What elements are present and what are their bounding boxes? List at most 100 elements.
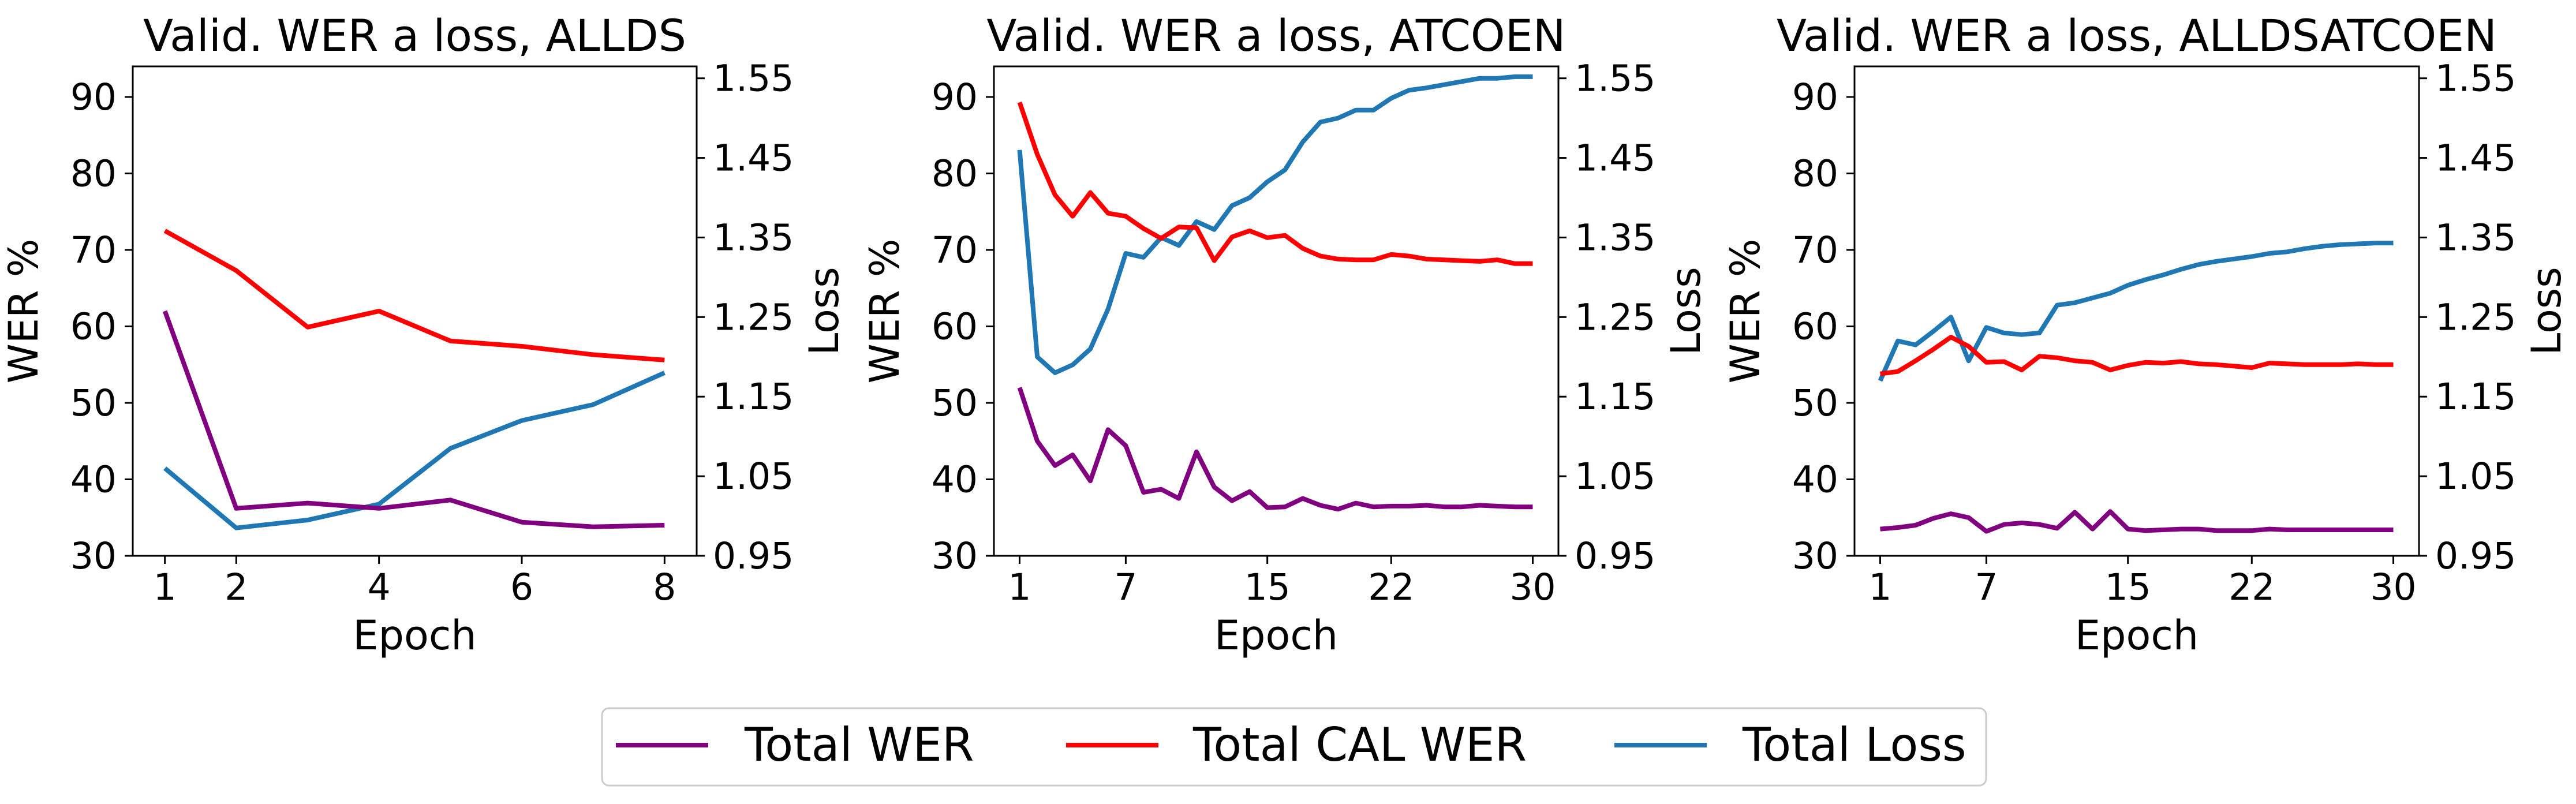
data-point bbox=[1933, 349, 1934, 350]
data-point bbox=[1461, 81, 1462, 82]
y2-tick-label: 1.55 bbox=[1575, 58, 1655, 100]
data-point bbox=[2216, 530, 2217, 531]
data-point bbox=[1267, 507, 1268, 508]
legend: Total WER Total CAL WER Total Loss bbox=[601, 707, 1987, 787]
data-point bbox=[164, 230, 165, 231]
series-line-total-cal-wer bbox=[1879, 335, 2394, 376]
data-point bbox=[1037, 154, 1038, 155]
y-tick-label: 60 bbox=[932, 306, 978, 348]
data-point bbox=[1019, 149, 1020, 150]
data-point bbox=[1320, 505, 1321, 506]
data-point bbox=[2322, 364, 2323, 365]
data-point bbox=[1968, 346, 1969, 347]
data-point bbox=[664, 525, 665, 526]
data-point bbox=[2039, 524, 2040, 525]
y2-tick-label: 1.25 bbox=[2435, 296, 2516, 338]
y-tick-label: 40 bbox=[932, 459, 978, 501]
data-point bbox=[1426, 505, 1427, 506]
data-point bbox=[2110, 293, 2111, 294]
series-line-total-wer bbox=[1017, 387, 1533, 512]
data-point bbox=[1019, 102, 1020, 103]
data-point bbox=[664, 372, 665, 373]
data-point bbox=[1444, 84, 1445, 85]
series-line-total-cal-wer bbox=[1017, 102, 1533, 266]
data-point bbox=[2375, 243, 2376, 244]
chart-panel-atcoen: Valid. WER a loss, ATCOEN 1 7 15 22 30 30 40 50 6… bbox=[861, 10, 1710, 659]
x-tick-label: 7 bbox=[1975, 566, 1998, 608]
data-point bbox=[2216, 364, 2217, 365]
data-point bbox=[164, 311, 165, 312]
y-tick-label: 50 bbox=[932, 382, 978, 424]
data-point bbox=[2074, 512, 2075, 513]
series-line-total-loss bbox=[163, 371, 666, 530]
x-axis-label: Epoch bbox=[1214, 612, 1338, 659]
x-tick-label: 1 bbox=[1008, 566, 1031, 608]
data-point bbox=[1338, 509, 1339, 510]
y2-tick-label: 1.55 bbox=[713, 58, 794, 100]
x-tick-label: 15 bbox=[2105, 566, 2151, 608]
data-point bbox=[1915, 525, 1916, 526]
y2-axis-label: Loss bbox=[2523, 267, 2570, 356]
series-line-total-loss bbox=[1878, 241, 2394, 382]
data-point bbox=[1532, 263, 1533, 264]
series-line-total-wer bbox=[1880, 509, 2394, 534]
data-point bbox=[2110, 370, 2111, 371]
data-point bbox=[1461, 260, 1462, 261]
x-axis-label: Epoch bbox=[2075, 612, 2199, 659]
data-point bbox=[2340, 364, 2341, 365]
y-tick-label: 40 bbox=[70, 459, 117, 501]
data-point bbox=[1019, 387, 1020, 388]
legend-label-total-wer: Total WER bbox=[744, 718, 974, 772]
y-tick-label: 50 bbox=[1792, 382, 1838, 424]
data-point bbox=[2145, 530, 2146, 531]
y2-tick-label: 0.95 bbox=[2435, 535, 2516, 577]
y2-tick-label: 1.55 bbox=[2435, 58, 2516, 100]
data-point bbox=[1933, 331, 1934, 332]
chart-title-allds: Valid. WER a loss, ALLDS bbox=[143, 10, 686, 61]
y-tick-label: 30 bbox=[1792, 535, 1838, 577]
data-point bbox=[1933, 518, 1934, 519]
data-point bbox=[2021, 334, 2022, 335]
y2-tick-label: 1.15 bbox=[2435, 376, 2516, 418]
series-line-total-wer bbox=[162, 310, 665, 529]
y2-tick-label: 0.95 bbox=[713, 535, 794, 577]
data-point bbox=[236, 270, 237, 271]
y2-tick-label: 1.35 bbox=[1575, 216, 1655, 259]
y-tick-label: 90 bbox=[932, 76, 978, 118]
data-point bbox=[2269, 253, 2270, 254]
chart-panel-allds: Valid. WER a loss, ALLDS 1 2 4 6 8 30 40 50 60 70 8… bbox=[0, 10, 848, 659]
x-tick-label: 4 bbox=[368, 566, 391, 608]
y2-tick-label: 1.15 bbox=[1575, 376, 1655, 418]
data-point bbox=[2074, 302, 2075, 303]
y2-axis-label: Loss bbox=[801, 267, 848, 356]
y-tick-label: 90 bbox=[1792, 76, 1838, 118]
y-axis-label: WER % bbox=[1722, 239, 1769, 384]
data-point bbox=[1267, 181, 1268, 182]
y2-tick-label: 1.35 bbox=[2435, 216, 2516, 259]
y-tick-label: 80 bbox=[1792, 153, 1838, 195]
series-line-total-cal-wer bbox=[163, 229, 665, 362]
chart-title-atcoen: Valid. WER a loss, ATCOEN bbox=[986, 10, 1565, 61]
chart-panel-alldsatcoen: Valid. WER a loss, ALLDSATCOEN 1 7 15 22 30 30… bbox=[1722, 10, 2570, 659]
y2-axis-label: Loss bbox=[1662, 267, 1710, 356]
data-point bbox=[2163, 363, 2164, 364]
data-point bbox=[2393, 243, 2394, 244]
data-point bbox=[1986, 531, 1987, 532]
y-tick-label: 40 bbox=[1792, 459, 1838, 501]
y2-tick-label: 1.25 bbox=[713, 296, 794, 338]
x-tick-label: 22 bbox=[2229, 566, 2275, 608]
chart-title-alldsatcoen: Valid. WER a loss, ALLDSATCOEN bbox=[1777, 10, 2497, 61]
data-point bbox=[2057, 357, 2058, 358]
x-tick-label: 2 bbox=[225, 566, 248, 608]
x-tick-label: 1 bbox=[1868, 566, 1891, 608]
x-tick-label: 1 bbox=[154, 566, 177, 608]
y-tick-label: 90 bbox=[70, 76, 117, 118]
data-point bbox=[2340, 244, 2341, 245]
x-tick-label: 8 bbox=[653, 566, 676, 608]
plot-frame bbox=[993, 65, 1560, 557]
data-point bbox=[1090, 192, 1091, 193]
plot-frame bbox=[132, 65, 698, 557]
data-point bbox=[2057, 528, 2058, 529]
y-tick-label: 60 bbox=[70, 306, 117, 348]
